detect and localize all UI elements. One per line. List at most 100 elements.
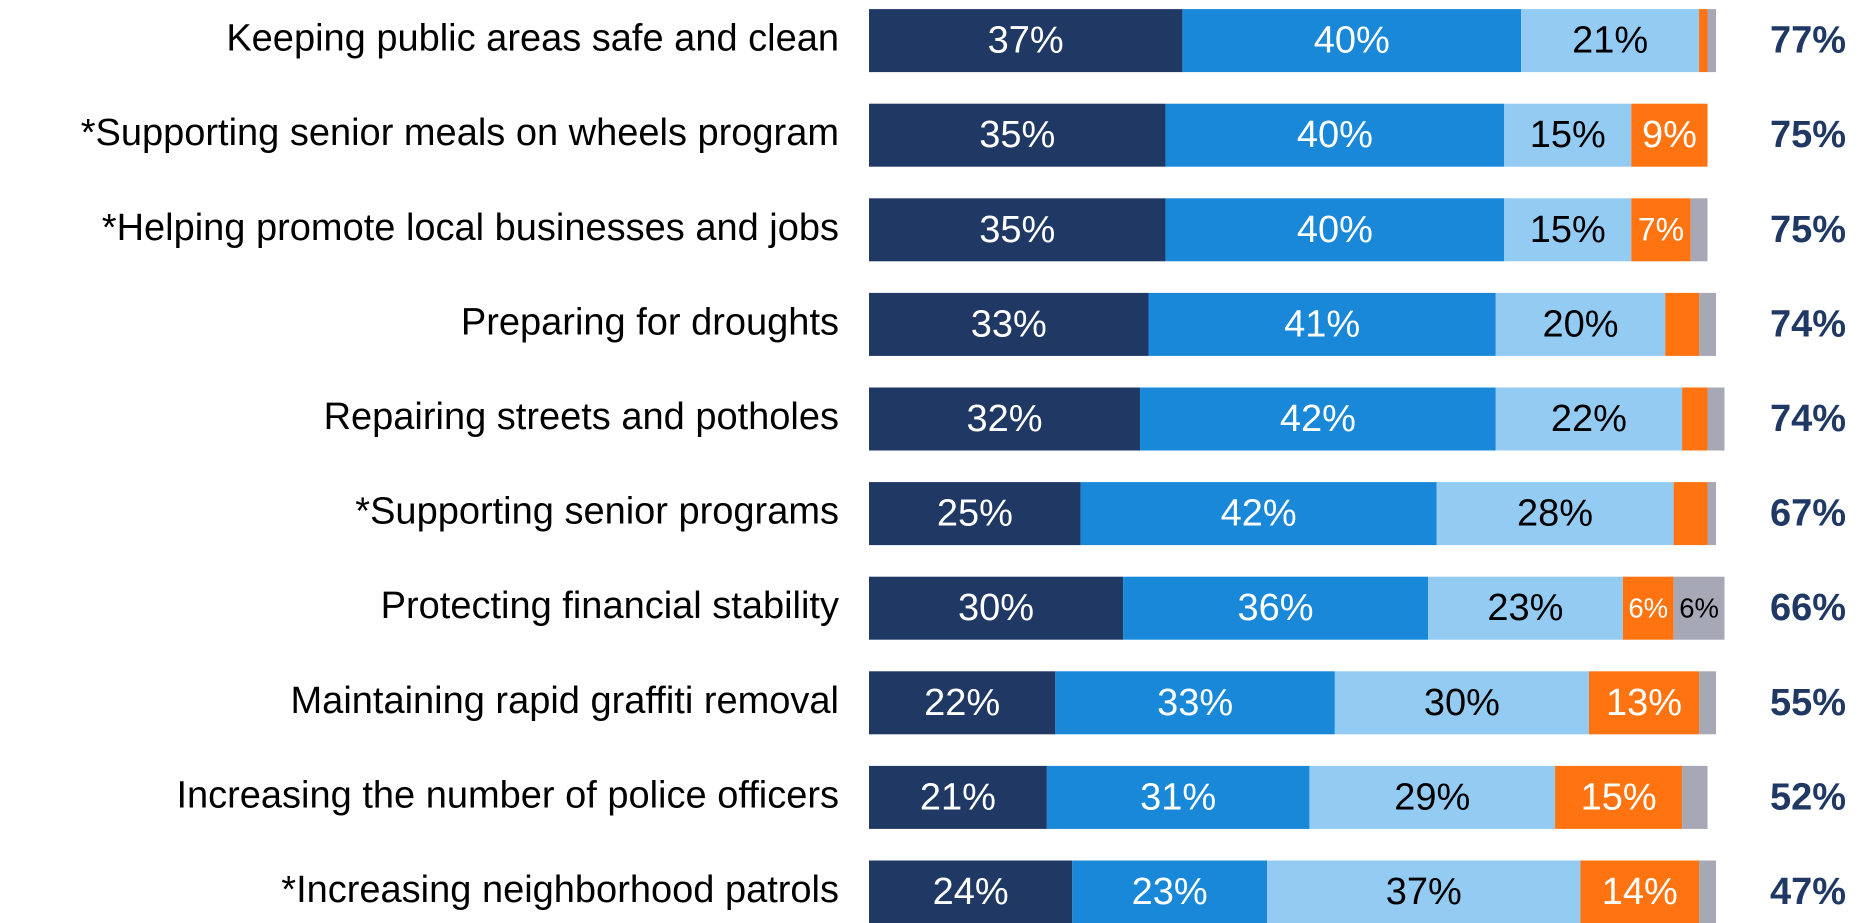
total-label: 74% [1770, 303, 1846, 345]
bar-segment [1555, 765, 1683, 829]
total-label: 55% [1770, 682, 1846, 724]
category-label: *Increasing neighborhood patrols [281, 869, 839, 911]
bar-segment [1521, 9, 1700, 73]
bar-segment [1436, 482, 1674, 546]
data-label: 33% [1157, 682, 1233, 724]
data-label: 42% [1280, 398, 1356, 440]
bar-segment [1588, 671, 1700, 735]
bar-segment [1707, 387, 1725, 451]
data-label: 40% [1297, 209, 1373, 251]
bar-segment [1673, 482, 1708, 546]
bar-segment [1165, 103, 1505, 167]
data-label: 6% [1679, 592, 1719, 623]
category-label: Maintaining rapid graffiti removal [291, 680, 839, 722]
bar-segment [869, 765, 1047, 829]
data-label: 42% [1221, 493, 1297, 535]
bar-segment [1580, 860, 1700, 923]
data-label: 21% [1572, 20, 1648, 62]
data-label: 22% [924, 682, 1000, 724]
bar-segment [1123, 576, 1429, 640]
data-label: 15% [1581, 776, 1657, 818]
bar-segment [1631, 198, 1691, 262]
bar-segment [1072, 860, 1268, 923]
category-label: Preparing for droughts [461, 301, 839, 343]
bar-segment [1055, 671, 1335, 735]
data-label: 29% [1394, 776, 1470, 818]
bar-segment [869, 860, 1073, 923]
bar-segment [1148, 292, 1496, 356]
bar-segment [1165, 198, 1505, 262]
bar-segment [1309, 765, 1556, 829]
data-label: 9% [1642, 114, 1697, 156]
data-label: 15% [1530, 114, 1606, 156]
bar-segment [1504, 198, 1632, 262]
bar-segment [1046, 765, 1310, 829]
bar-segment [1699, 9, 1708, 73]
bar-segment [1665, 292, 1700, 356]
data-label: 7% [1638, 211, 1684, 247]
data-label: 25% [937, 493, 1013, 535]
total-label: 52% [1770, 776, 1846, 818]
data-label: 33% [971, 303, 1047, 345]
bar-segment [869, 103, 1166, 167]
bar-segment [1673, 576, 1725, 640]
data-label: 30% [1424, 682, 1500, 724]
bar-segment [1495, 292, 1666, 356]
total-label: 47% [1770, 871, 1846, 913]
data-label: 21% [920, 776, 996, 818]
data-label: 37% [988, 20, 1064, 62]
data-label: 20% [1542, 303, 1618, 345]
category-label: Increasing the number of police officers [176, 774, 839, 816]
data-label: 35% [979, 114, 1055, 156]
bar-segment [1631, 103, 1708, 167]
data-label: 23% [1487, 587, 1563, 629]
bar-segment [869, 198, 1166, 262]
bar-segment [1699, 860, 1716, 923]
category-label: *Helping promote local businesses and jo… [102, 207, 839, 249]
bar-segment [869, 671, 1056, 735]
bar-segment [1428, 576, 1623, 640]
data-label: 40% [1314, 20, 1390, 62]
bar-segment [869, 292, 1149, 356]
bar-segment [1495, 387, 1683, 451]
category-label: Keeping public areas safe and clean [226, 18, 839, 60]
total-label: 75% [1770, 114, 1846, 156]
total-label: 77% [1770, 20, 1846, 62]
category-label: Protecting financial stability [381, 585, 839, 627]
total-label: 66% [1770, 587, 1846, 629]
bar-segment [1140, 387, 1496, 451]
bar-segment [869, 387, 1141, 451]
bar-segment [869, 482, 1081, 546]
bar-segment [1699, 292, 1716, 356]
bar-segment [1080, 482, 1437, 546]
bar-segment [1699, 671, 1716, 735]
data-label: 22% [1551, 398, 1627, 440]
data-label: 23% [1132, 871, 1208, 913]
bar-segment [1682, 765, 1708, 829]
bar-segment [869, 9, 1183, 73]
bar-segment [1182, 9, 1522, 73]
total-label: 74% [1770, 398, 1846, 440]
data-label: 6% [1628, 592, 1668, 623]
bar-segment [1707, 9, 1716, 73]
bar-segment [1707, 482, 1716, 546]
data-label: 31% [1140, 776, 1216, 818]
category-label: *Supporting senior meals on wheels progr… [81, 112, 839, 154]
bar-segment [1267, 860, 1581, 923]
data-label: 13% [1606, 682, 1682, 724]
data-label: 14% [1602, 871, 1678, 913]
bar-segment [1690, 198, 1708, 262]
bar-segment [1622, 576, 1674, 640]
category-label: *Supporting senior programs [355, 491, 839, 533]
data-label: 28% [1517, 493, 1593, 535]
category-label: Repairing streets and potholes [324, 396, 839, 438]
bar-segment [1334, 671, 1589, 735]
total-label: 75% [1770, 209, 1846, 251]
data-label: 35% [979, 209, 1055, 251]
data-label: 40% [1297, 114, 1373, 156]
data-label: 32% [966, 398, 1042, 440]
data-label: 37% [1386, 871, 1462, 913]
bar-segment [1504, 103, 1632, 167]
data-label: 15% [1530, 209, 1606, 251]
